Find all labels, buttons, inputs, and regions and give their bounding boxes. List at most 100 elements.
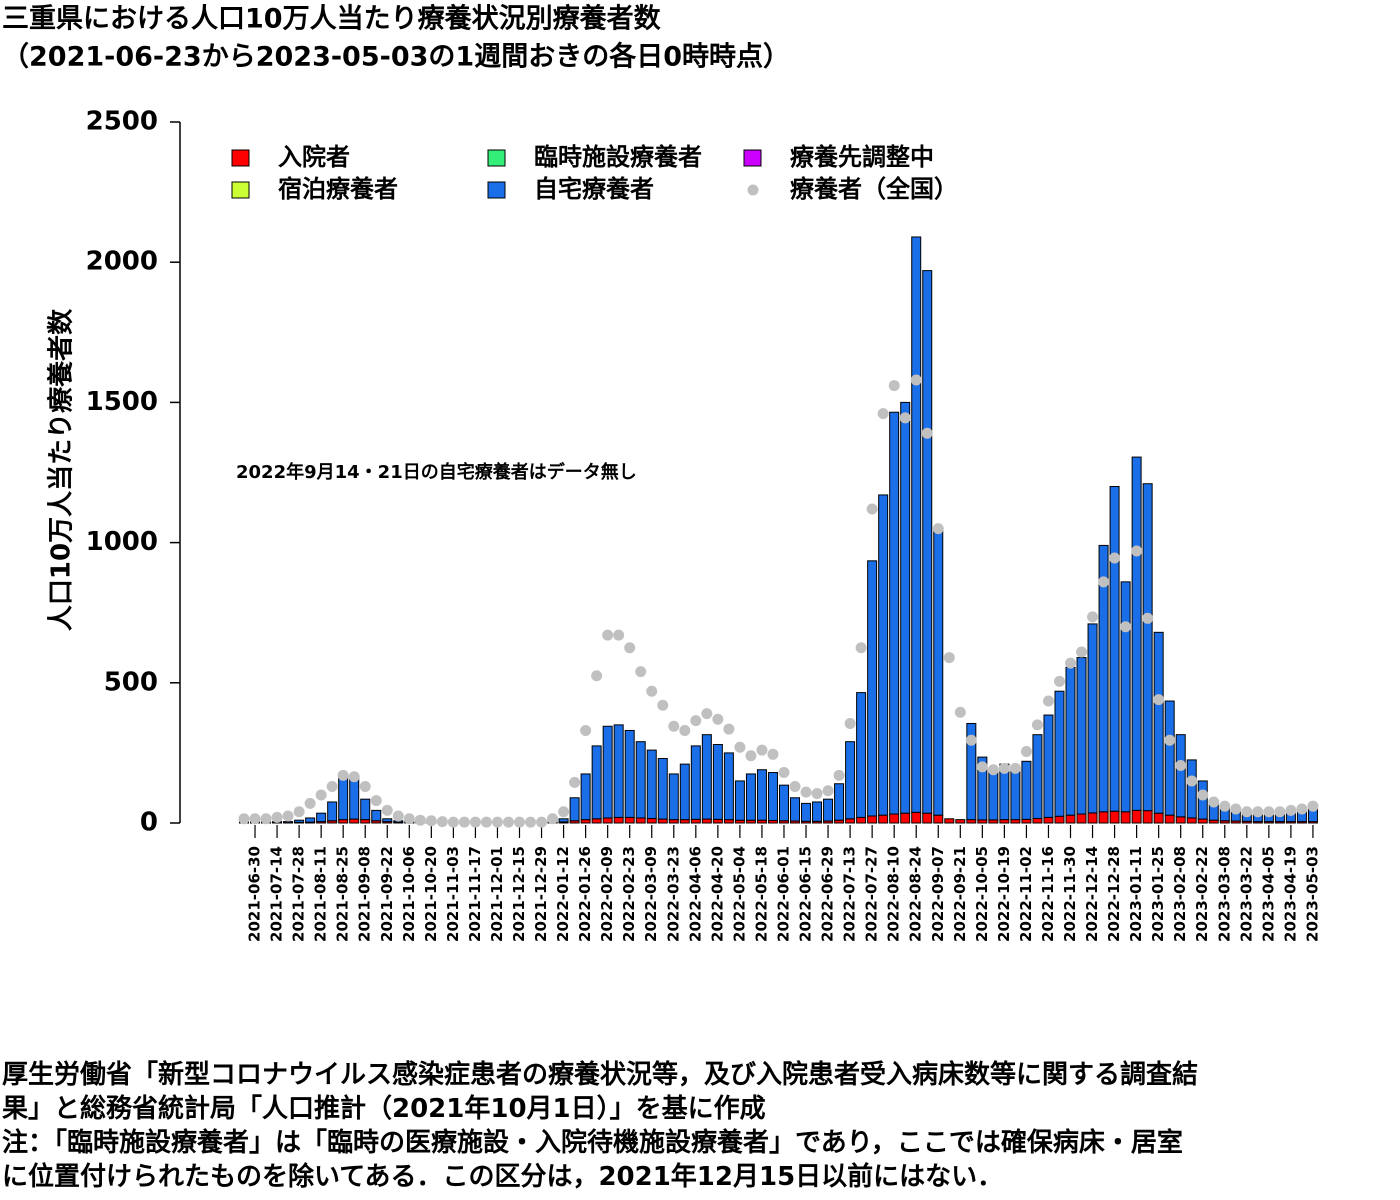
y-tick-label: 1500 (86, 387, 158, 417)
national-point (1120, 621, 1132, 633)
bar-segment (1087, 812, 1098, 824)
chart-subtitle: （2021-06-23から2023-05-03の1週間おきの各日0時時点） (2, 41, 790, 73)
national-point (491, 816, 503, 828)
bar-segment (349, 777, 360, 820)
y-axis-label: 人口10万人当たり療養者数 (47, 308, 77, 631)
national-point (480, 816, 492, 828)
bar-segment (580, 773, 591, 821)
bar-segment (1032, 734, 1043, 820)
bar-segment (602, 817, 613, 824)
x-tick-label: 2022-08-10 (885, 846, 903, 942)
x-tick-label: 2022-10-19 (995, 846, 1013, 942)
bar-segment (668, 819, 679, 824)
x-tick-label: 2023-01-11 (1127, 846, 1145, 942)
national-point (789, 781, 801, 793)
bar-segment (1120, 581, 1131, 813)
national-point (414, 814, 426, 826)
bar-segment (1142, 810, 1153, 824)
bar-segment (867, 815, 878, 824)
national-point (403, 813, 415, 825)
national-point (348, 771, 360, 783)
bar-segment (1175, 734, 1186, 818)
x-tick-label: 2022-07-13 (841, 846, 859, 942)
national-point (337, 769, 349, 781)
national-point (943, 652, 955, 664)
x-tick-label: 2022-03-09 (642, 846, 660, 942)
x-tick-label: 2023-05-03 (1303, 846, 1321, 942)
bar-segment (933, 528, 944, 816)
bar-segment (679, 819, 690, 824)
x-tick-label: 2022-06-29 (819, 846, 837, 942)
x-tick-label: 2022-10-05 (973, 846, 991, 942)
bar-segment (966, 819, 977, 824)
bar-segment (569, 797, 580, 822)
bar-segment (723, 819, 734, 824)
national-point (701, 708, 713, 720)
x-tick-label: 2021-07-28 (290, 846, 308, 942)
bar-segment (856, 816, 867, 824)
bar-segment (878, 814, 889, 824)
bar-segment (812, 801, 823, 822)
legend-label: 療養者（全国） (790, 175, 958, 203)
national-point (635, 666, 647, 678)
national-point (326, 781, 338, 793)
x-tick-label: 2022-09-21 (951, 846, 969, 942)
x-tick-label: 2021-12-29 (532, 846, 550, 942)
national-point (1296, 803, 1308, 815)
bar-segment (1087, 623, 1098, 814)
x-tick-label: 2022-05-18 (752, 846, 770, 942)
bar-segment (1054, 815, 1065, 824)
national-point (690, 715, 702, 727)
bar-segment (1065, 814, 1076, 824)
national-point (1208, 796, 1220, 808)
x-tick-label: 2021-08-25 (334, 846, 352, 942)
national-point (712, 713, 724, 725)
bar-segment (911, 236, 922, 813)
x-tick-label: 2023-03-22 (1237, 846, 1255, 942)
bar-segment (778, 784, 789, 822)
national-point (679, 724, 691, 736)
y-tick-label: 1000 (86, 527, 158, 557)
national-point (778, 767, 790, 779)
national-point (987, 764, 999, 776)
x-tick-label: 2022-12-28 (1105, 846, 1123, 942)
x-tick-label: 2023-01-25 (1149, 846, 1167, 942)
bar-segment (1098, 811, 1109, 824)
bar-segment (613, 724, 624, 818)
bar-segment (1153, 812, 1164, 824)
x-tick-label: 2021-09-08 (356, 846, 374, 942)
national-point (734, 741, 746, 753)
bar-segment (1010, 766, 1021, 821)
national-point (1241, 806, 1253, 818)
national-point (613, 629, 625, 641)
bar-segment (624, 729, 635, 818)
national-point (1164, 734, 1176, 746)
x-tick-label: 2021-07-14 (268, 846, 286, 942)
bar-segment (283, 821, 294, 824)
national-point (602, 629, 614, 641)
bar-segment (823, 798, 834, 822)
national-point (381, 804, 393, 816)
bar-segment (1109, 486, 1120, 812)
bar-segment (360, 819, 371, 824)
bar-segment (1010, 819, 1021, 824)
x-tick-label: 2022-11-30 (1061, 846, 1079, 942)
bar-segment (1065, 666, 1076, 816)
national-point (425, 815, 437, 827)
note-line: 果」と総務省統計局「人口推計（2021年10月1日）」を基に作成 (2, 1094, 766, 1124)
national-point (536, 816, 548, 828)
national-point (315, 789, 327, 801)
bar-segment (580, 819, 591, 824)
national-point (1142, 612, 1154, 624)
bar-segment (834, 783, 845, 821)
bar-segment (1197, 818, 1208, 824)
x-tick-label: 2022-11-02 (1017, 846, 1035, 942)
bar-segment (867, 560, 878, 817)
bar-segment (382, 818, 393, 823)
bar-segment (1131, 456, 1142, 811)
x-tick-label: 2023-03-08 (1215, 846, 1233, 942)
legend-label: 療養先調整中 (790, 143, 934, 171)
x-tick-label: 2023-04-05 (1259, 846, 1277, 942)
x-tick-label: 2021-10-06 (400, 846, 418, 942)
bar-segment (723, 752, 734, 821)
